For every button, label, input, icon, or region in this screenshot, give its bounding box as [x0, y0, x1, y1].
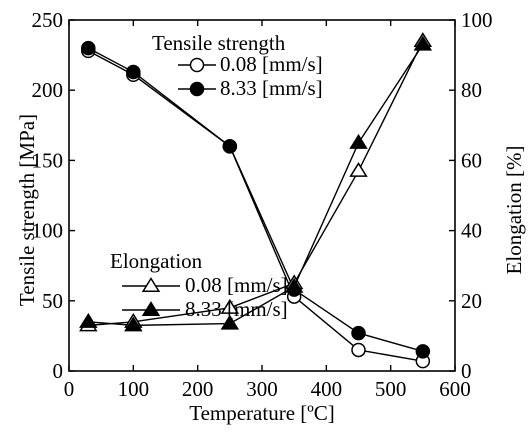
y-left-tick-label: 0: [53, 359, 64, 383]
y-axis-right-title: Elongation [%]: [502, 146, 526, 275]
y-right-tick-label: 0: [461, 359, 472, 383]
legend-marker-triangle-filled: [141, 301, 161, 316]
x-tick-label: 0: [64, 377, 75, 401]
data-point-triangle-filled: [413, 35, 433, 51]
y-right-tick-label: 20: [461, 289, 482, 313]
data-point-triangle-filled: [220, 314, 240, 330]
y-left-tick-label: 250: [32, 8, 64, 32]
legend-label: 0.08 [mm/s]: [220, 52, 323, 76]
data-point-triangle-filled: [284, 277, 304, 293]
x-tick-label: 400: [311, 377, 343, 401]
data-point-triangle-open: [349, 162, 368, 177]
legend-marker-triangle-open: [141, 277, 161, 292]
y-left-tick-label: 50: [42, 289, 63, 313]
y-right-tick-label: 40: [461, 219, 482, 243]
series-line-3: [88, 44, 424, 327]
legend-label: 0.08 [mm/s]: [185, 273, 288, 297]
series-line-2: [88, 40, 424, 327]
data-point-triangle-open: [220, 298, 240, 314]
x-tick-label: 500: [375, 377, 407, 401]
y-left-tick-label: 150: [32, 148, 64, 172]
data-point-circle-filled: [351, 325, 366, 341]
legend-marker-circle-open: [189, 57, 205, 73]
x-axis-title: Temperature [ºC]: [189, 401, 335, 425]
y-right-tick-label: 80: [461, 78, 482, 102]
x-tick-label: 200: [182, 377, 214, 401]
series-line-1: [87, 47, 424, 353]
data-point-triangle-filled: [349, 133, 368, 149]
x-tick-label: 600: [439, 377, 471, 401]
data-point-triangle-filled: [124, 316, 143, 332]
plot-frame: [68, 19, 456, 372]
x-tick-label: 100: [118, 377, 150, 401]
data-point-circle-open: [351, 342, 366, 358]
data-point-triangle-filled: [79, 312, 98, 328]
legend-marker-circle-filled: [189, 81, 205, 97]
y-axis-left-title: Tensile strength [MPa]: [15, 114, 39, 306]
data-point-circle-filled: [222, 139, 238, 154]
y-right-tick-label: 60: [461, 148, 482, 172]
legend-label: 8.33 [mm/s]: [185, 297, 288, 321]
y-right-tick-label: 100: [461, 8, 493, 32]
data-point-circle-filled: [81, 40, 96, 56]
legend-title: Tensile strength: [152, 31, 286, 55]
data-point-circle-filled: [415, 344, 431, 359]
y-left-tick-label: 200: [32, 78, 64, 102]
legend-title: Elongation: [110, 249, 203, 273]
series-line-0: [87, 50, 423, 362]
x-tick-label: 300: [246, 377, 278, 401]
data-point-circle-filled: [126, 64, 141, 80]
legend-label: 8.33 [mm/s]: [220, 76, 323, 100]
y-left-tick-label: 100: [32, 219, 64, 243]
